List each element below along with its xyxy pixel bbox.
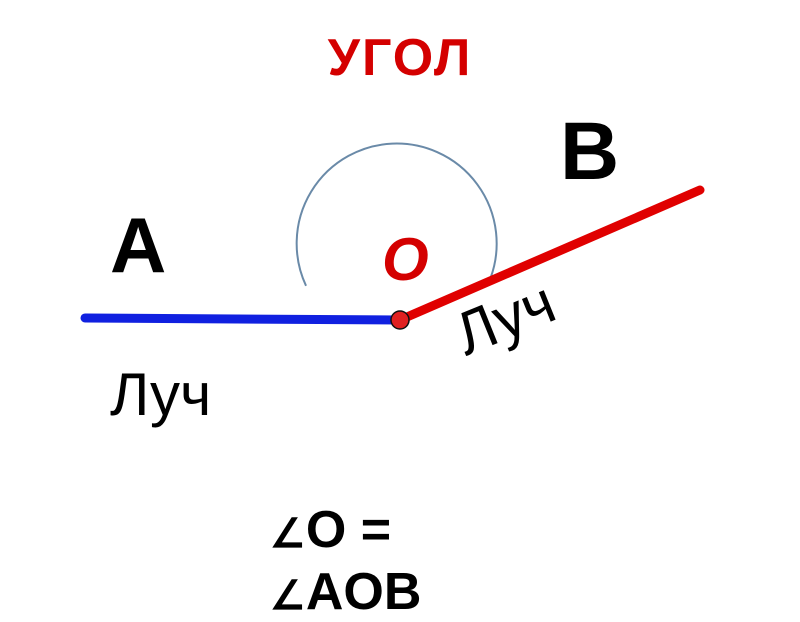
title-text: УГОЛ	[328, 29, 473, 87]
diagram-title: УГОЛ	[328, 28, 473, 88]
angle-symbol: ∠	[270, 512, 306, 556]
ray-a-text: Луч	[110, 360, 211, 429]
angle-diagram	[0, 0, 800, 600]
angle-equation-line1: ∠O =	[270, 500, 391, 560]
point-b-label: B	[560, 105, 619, 199]
angle-equation-line2: ∠AOB	[270, 562, 421, 622]
vertex-o-label: O	[382, 225, 429, 294]
point-a-label: A	[110, 200, 166, 291]
angle-symbol: ∠	[270, 574, 306, 618]
